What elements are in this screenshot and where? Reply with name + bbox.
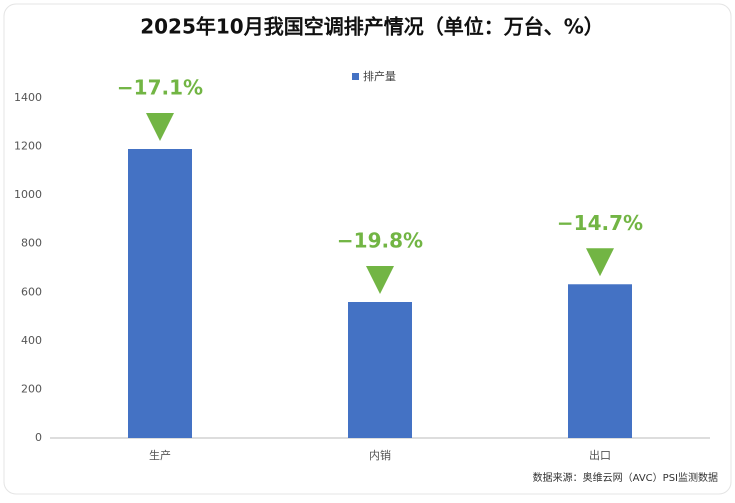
- y-tick-label: 1400: [14, 91, 42, 104]
- legend-swatch: [352, 73, 359, 80]
- change-arrow: [366, 266, 394, 294]
- x-tick-label: 内销: [369, 448, 391, 462]
- y-tick-label: 1200: [14, 140, 42, 153]
- change-label: −17.1%: [117, 76, 203, 100]
- bar: [128, 149, 192, 438]
- x-tick-label: 生产: [149, 448, 171, 462]
- bar: [568, 284, 632, 438]
- change-arrow: [146, 113, 174, 141]
- y-tick-label: 0: [35, 431, 42, 444]
- chart-title: 2025年10月我国空调排产情况（单位：万台、%）: [140, 15, 604, 39]
- bar: [348, 302, 412, 438]
- y-tick-label: 800: [21, 237, 42, 250]
- change-label: −19.8%: [337, 229, 423, 253]
- y-tick-label: 400: [21, 334, 42, 347]
- y-tick-label: 600: [21, 285, 42, 298]
- source-note: 数据来源：奥维云网（AVC）PSI监测数据: [533, 471, 718, 484]
- change-arrow: [586, 248, 614, 277]
- y-tick-label: 1000: [14, 188, 42, 201]
- change-label: −14.7%: [557, 211, 643, 235]
- legend-label: 排产量: [363, 69, 396, 83]
- x-tick-label: 出口: [589, 448, 611, 462]
- y-tick-label: 200: [21, 382, 42, 395]
